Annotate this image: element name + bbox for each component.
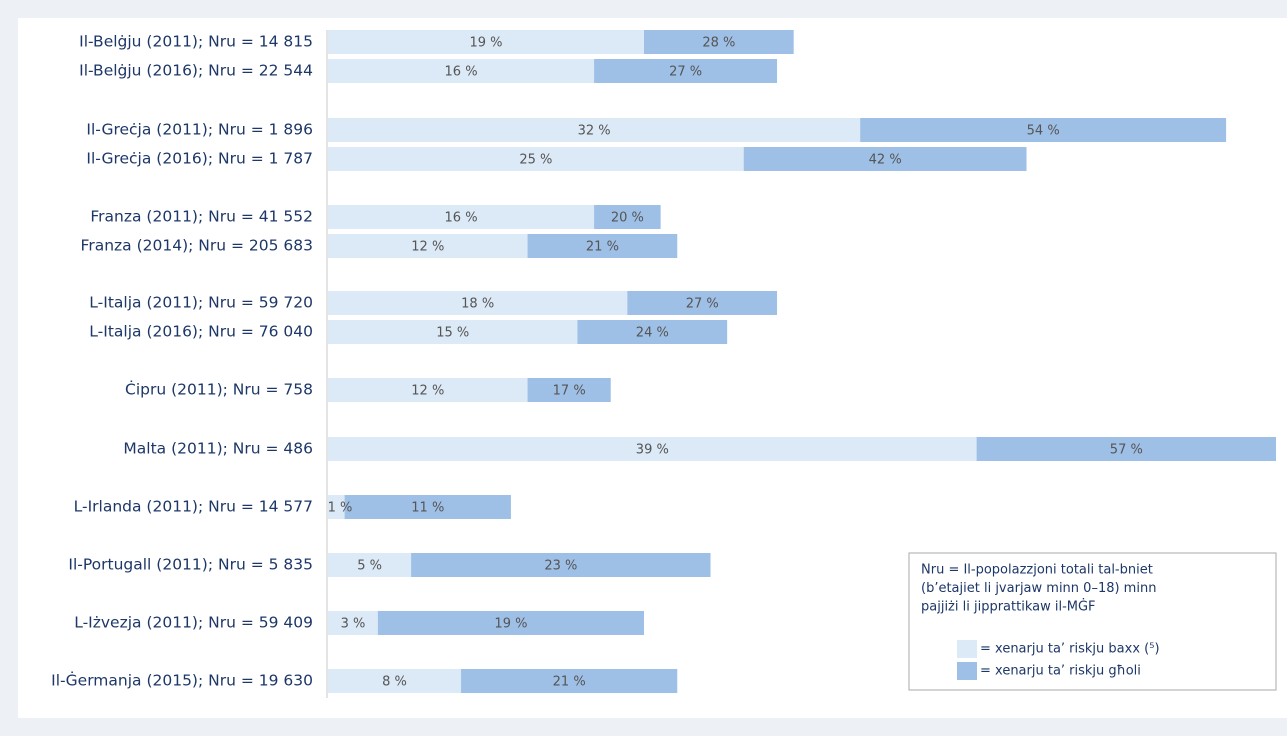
value-label: 21 % (586, 240, 619, 255)
value-label: 12 % (411, 384, 444, 399)
category-label: L-Italja (2016); Nru = 76 040 (89, 323, 313, 341)
value-label: 17 % (553, 384, 586, 399)
value-label: 21 % (553, 675, 586, 690)
bar-low (328, 553, 412, 577)
value-label: 54 % (1027, 124, 1060, 139)
value-label: 11 % (411, 501, 444, 516)
category-label: Franza (2011); Nru = 41 552 (90, 208, 313, 226)
value-label: 3 % (341, 617, 366, 632)
value-label: 24 % (636, 326, 669, 341)
value-label: 12 % (411, 240, 444, 255)
bar-low (328, 437, 977, 461)
value-label: 28 % (702, 36, 735, 51)
bar-low (328, 378, 528, 402)
bar-low (328, 611, 378, 635)
category-label: Malta (2011); Nru = 486 (123, 440, 313, 458)
category-label: L-Irlanda (2011); Nru = 14 577 (74, 498, 313, 516)
value-label: 20 % (611, 211, 644, 226)
category-label: Il-Belġju (2011); Nru = 14 815 (79, 33, 313, 51)
value-label: 23 % (544, 559, 577, 574)
value-label: 32 % (578, 124, 611, 139)
legend-swatch (957, 640, 977, 658)
bar-high (328, 495, 511, 519)
value-label: 42 % (869, 153, 902, 168)
category-label: Il-Portugall (2011); Nru = 5 835 (68, 556, 313, 574)
bar-low (328, 320, 578, 344)
category-label: Il-Belġju (2016); Nru = 22 544 (79, 62, 313, 80)
value-label: 27 % (669, 65, 702, 80)
bar-low (328, 495, 345, 519)
value-label: 25 % (519, 153, 552, 168)
value-label: 15 % (436, 326, 469, 341)
bar-low (328, 147, 744, 171)
value-label: 8 % (382, 675, 407, 690)
value-label: 16 % (445, 65, 478, 80)
category-label: Il-Ġermanja (2015); Nru = 19 630 (51, 671, 313, 690)
value-label: 18 % (461, 297, 494, 312)
value-label: 5 % (357, 559, 382, 574)
category-label: Il-Greċja (2011); Nru = 1 896 (86, 121, 313, 139)
bar-low (328, 291, 628, 315)
legend-note: (b’etajiet li jvarjaw minn 0–18) minn (921, 581, 1156, 596)
legend-label: = xenarju ta’ riskju baxx (⁵) (980, 642, 1160, 657)
value-label: 1 % (328, 501, 353, 516)
value-label: 39 % (636, 443, 669, 458)
bar-high (328, 611, 644, 635)
bar-low (328, 118, 861, 142)
bar-low (328, 30, 644, 54)
bar-low (328, 234, 528, 258)
bar-low (328, 205, 595, 229)
category-label: Il-Greċja (2016); Nru = 1 787 (86, 150, 313, 168)
category-label: L-Italja (2011); Nru = 59 720 (89, 294, 313, 312)
category-label: Franza (2014); Nru = 205 683 (81, 237, 313, 255)
bar-low (328, 59, 595, 83)
legend-swatch (957, 662, 977, 680)
legend-note: pajjiżi li jipprattikaw il-MĠF (921, 598, 1096, 615)
category-label: Ċipru (2011); Nru = 758 (125, 380, 313, 399)
value-label: 19 % (469, 36, 502, 51)
value-label: 16 % (445, 211, 478, 226)
value-label: 27 % (686, 297, 719, 312)
value-label: 19 % (494, 617, 527, 632)
category-label: L-Iżvezja (2011); Nru = 59 409 (74, 614, 313, 632)
bar-low (328, 669, 462, 693)
legend-note: Nru = Il-popolazzjoni totali tal-bniet (921, 563, 1153, 578)
value-label: 57 % (1110, 443, 1143, 458)
legend-label: = xenarju ta’ riskju għoli (980, 664, 1141, 679)
